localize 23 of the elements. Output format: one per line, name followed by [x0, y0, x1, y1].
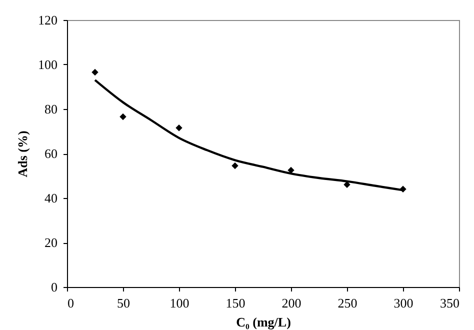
point	[232, 162, 238, 170]
y-tick-label: 100	[38, 57, 58, 72]
point	[120, 113, 126, 120]
x-axis-title: C₀ (mg/L)	[236, 314, 291, 330]
x-tick-label: 300	[394, 296, 414, 310]
x-tick-label: 50	[117, 296, 130, 310]
y-tick-label: 60	[44, 146, 58, 161]
y-tick-label: 0	[51, 280, 58, 294]
y-axis-title: Ads (%)	[15, 130, 30, 178]
y-tick-label: 120	[38, 12, 58, 28]
x-tick-label: 100	[170, 296, 190, 310]
y-tick-label: 20	[44, 235, 58, 250]
point	[92, 68, 98, 76]
x-tick-label: 350	[440, 296, 460, 310]
y-tick-label: 80	[44, 102, 58, 116]
x-tick-label: 150	[226, 296, 246, 310]
point	[288, 166, 294, 174]
x-tick-label: 200	[282, 296, 302, 310]
y-tick-label: 40	[44, 190, 58, 206]
point	[344, 181, 350, 188]
x-tick-label: 250	[338, 296, 358, 310]
point	[176, 124, 182, 132]
x-tick-label: 0	[68, 296, 74, 310]
